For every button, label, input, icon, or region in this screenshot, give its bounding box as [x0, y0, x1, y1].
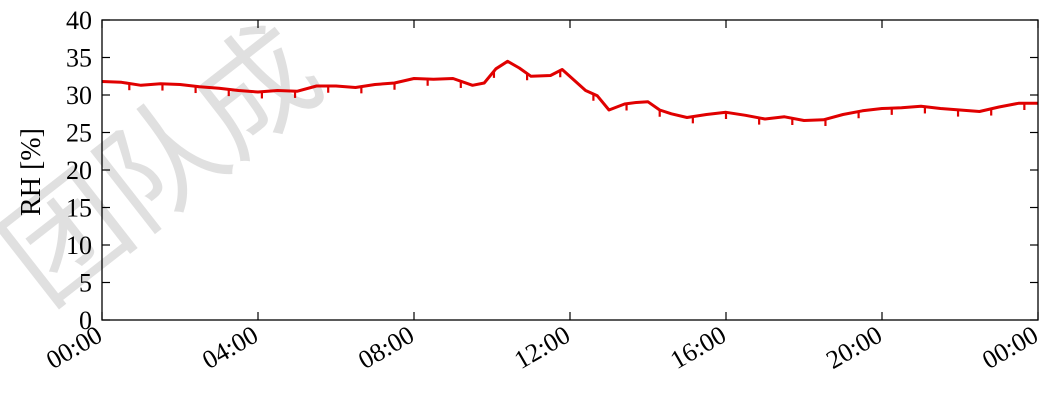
y-tick-label: 25 — [66, 119, 92, 148]
x-tick-label: 00:00 — [977, 320, 1043, 375]
y-tick-label: 40 — [66, 6, 92, 35]
y-tick-label: 10 — [66, 231, 92, 260]
x-tick-label: 04:00 — [197, 320, 263, 375]
y-tick-label: 30 — [66, 81, 92, 110]
y-axis-label: RH [%] — [16, 128, 47, 216]
watermark: 团队成 — [0, 0, 347, 331]
x-tick-label: 12:00 — [509, 320, 575, 375]
y-tick-label: 20 — [66, 156, 92, 185]
series-line-0 — [101, 59, 1038, 122]
y-tick-label: 0 — [79, 306, 92, 335]
x-tick-label: 00:00 — [41, 320, 107, 375]
axes-layer — [101, 19, 1039, 321]
series-layer — [101, 59, 1038, 126]
y-tick-label: 5 — [79, 269, 92, 298]
y-tick-label: 15 — [66, 194, 92, 223]
x-tick-label: 16:00 — [665, 320, 731, 375]
y-tick-label: 35 — [66, 44, 92, 73]
x-tick-label: 08:00 — [353, 320, 419, 375]
x-tick-label: 20:00 — [821, 320, 887, 375]
